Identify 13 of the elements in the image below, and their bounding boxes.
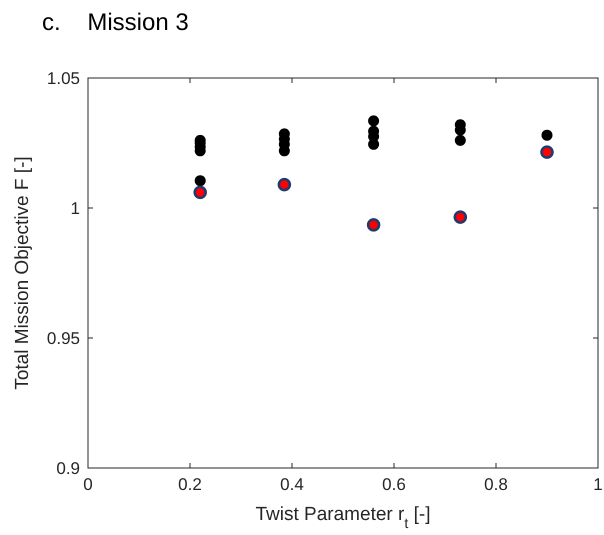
x-tick-label: 1 [593,475,603,494]
y-tick-label: 0.9 [56,459,80,478]
x-tick-label: 0.4 [280,475,304,494]
y-tick-label: 1 [70,199,80,218]
y-tick-label: 0.95 [46,329,80,348]
x-axis-title: Twist Parameter r$_{t}$ [-] [255,504,431,532]
x-tick-label: 0.2 [178,475,202,494]
x-tick-label: 0 [83,475,93,494]
y-tick-label: 1.05 [46,69,80,88]
x-tick-label: 0.6 [382,475,406,494]
x-tick-label: 0.8 [484,475,508,494]
y-axis-title: Total Mission Objective F [-] [12,156,33,390]
chart-title: c. Mission 3 [42,9,189,36]
